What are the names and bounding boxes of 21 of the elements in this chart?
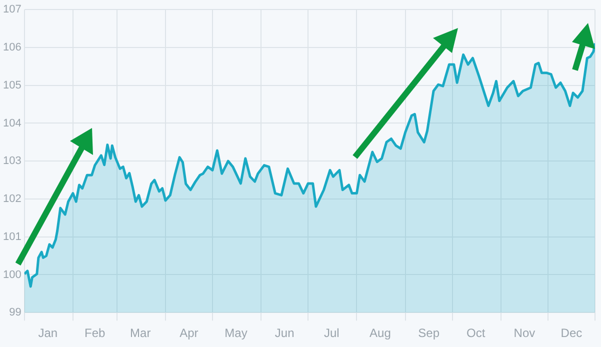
x-tick-label: May — [224, 326, 248, 340]
y-tick-label: 101 — [2, 230, 22, 243]
y-tick-label: 106 — [2, 42, 22, 54]
x-tick-label: Oct — [466, 326, 486, 340]
x-tick-label: Sep — [418, 326, 440, 340]
x-tick-label: Apr — [180, 326, 198, 340]
y-tick-label: 103 — [2, 155, 22, 168]
y-tick-label: 99 — [9, 306, 22, 319]
y-tick-label: 107 — [2, 4, 22, 16]
y-tick-label: 100 — [2, 268, 22, 281]
y-tick-label: 102 — [2, 193, 22, 206]
x-tick-label: Jun — [274, 326, 294, 340]
x-tick-label: Jul — [324, 326, 340, 340]
x-tick-label: Dec — [560, 326, 582, 340]
x-tick-label: Jan — [38, 326, 58, 340]
y-tick-label: 104 — [2, 117, 22, 130]
y-tick-label: 105 — [2, 79, 22, 92]
x-tick-label: Feb — [84, 326, 106, 340]
x-tick-label: Nov — [514, 326, 536, 340]
x-tick-label: Aug — [370, 326, 391, 340]
x-tick-label: Mar — [130, 326, 151, 340]
